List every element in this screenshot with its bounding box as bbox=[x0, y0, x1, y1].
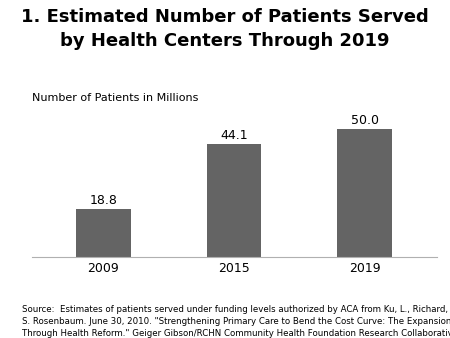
Text: by Health Centers Through 2019: by Health Centers Through 2019 bbox=[60, 32, 390, 50]
Text: 1. Estimated Number of Patients Served: 1. Estimated Number of Patients Served bbox=[21, 8, 429, 26]
Bar bbox=[337, 129, 392, 257]
Text: 18.8: 18.8 bbox=[90, 194, 117, 207]
Text: Number of Patients in Millions: Number of Patients in Millions bbox=[32, 93, 198, 103]
Text: 44.1: 44.1 bbox=[220, 129, 248, 142]
Text: Source:  Estimates of patients served under funding levels authorized by ACA fro: Source: Estimates of patients served und… bbox=[22, 306, 450, 338]
Bar bbox=[76, 209, 131, 257]
Bar bbox=[207, 144, 261, 257]
Text: 50.0: 50.0 bbox=[351, 114, 378, 127]
